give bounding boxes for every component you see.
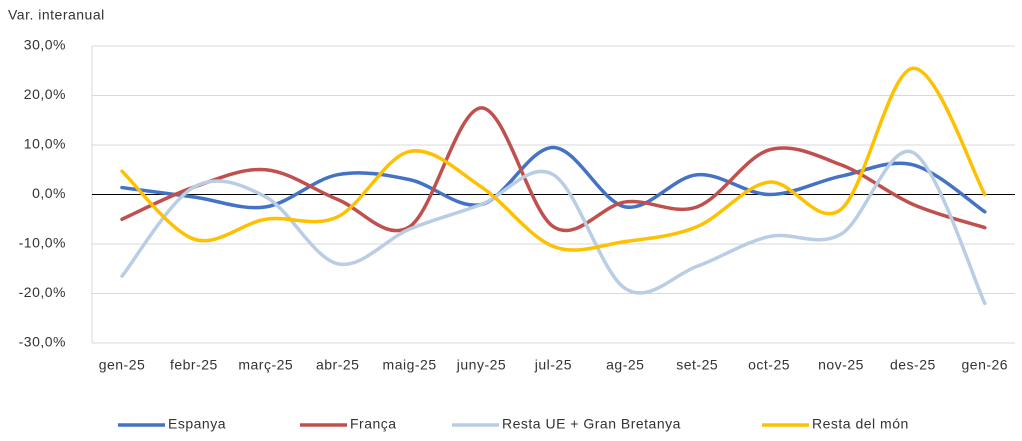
x-tick-label: ag-25 xyxy=(606,357,644,373)
series-line xyxy=(120,66,987,252)
series-line xyxy=(120,149,987,306)
x-tick-label: set-25 xyxy=(676,357,718,373)
x-tick-label: abr-25 xyxy=(316,357,359,373)
x-tick-label: oct-25 xyxy=(748,357,790,373)
y-tick-label: -30,0% xyxy=(19,334,66,350)
x-tick-label: febr-25 xyxy=(170,357,218,373)
x-tick-label: març-25 xyxy=(238,357,293,373)
series-line xyxy=(120,106,987,233)
legend-label: Espanya xyxy=(168,416,226,432)
series-line xyxy=(120,145,987,214)
x-tick-label: jul-25 xyxy=(534,357,572,373)
legend-label: Resta del món xyxy=(812,416,909,432)
y-tick-label: -20,0% xyxy=(19,284,66,300)
legend-label: Resta UE + Gran Bretanya xyxy=(502,416,681,432)
chart-title: Var. interanual xyxy=(8,7,105,23)
y-tick-label: 20,0% xyxy=(24,86,66,102)
y-tick-label: 30,0% xyxy=(24,37,66,53)
y-tick-label: 0,0% xyxy=(32,185,66,201)
legend-label: França xyxy=(350,416,397,432)
x-tick-label: maig-25 xyxy=(383,357,437,373)
x-tick-label: juny-25 xyxy=(456,357,506,373)
x-tick-label: gen-26 xyxy=(962,357,1009,373)
x-tick-label: des-25 xyxy=(890,357,936,373)
x-tick-label: nov-25 xyxy=(818,357,864,373)
y-tick-label: 10,0% xyxy=(24,136,66,152)
x-tick-label: gen-25 xyxy=(99,357,146,373)
y-tick-label: -10,0% xyxy=(19,235,66,251)
